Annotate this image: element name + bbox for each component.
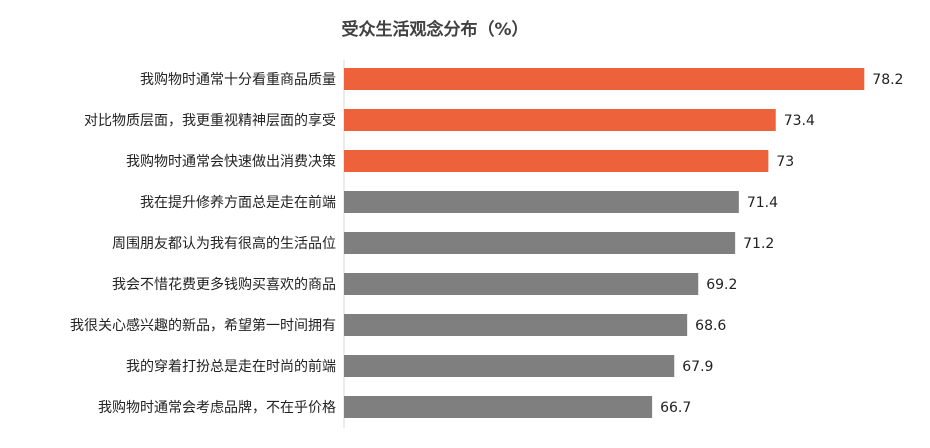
value-label: 66.7	[660, 400, 691, 416]
bar-5	[344, 232, 736, 254]
category-label: 我购物时通常会快速做出消费决策	[126, 153, 336, 170]
value-label: 68.6	[695, 318, 726, 334]
value-label: 78.2	[872, 72, 903, 88]
bar-7	[344, 314, 688, 336]
value-label: 73	[776, 154, 794, 170]
category-label: 我的穿着打扮总是走在时尚的前端	[126, 358, 336, 375]
value-label: 69.2	[706, 277, 737, 293]
value-label: 71.4	[747, 195, 778, 211]
value-label: 73.4	[784, 113, 815, 129]
category-label: 对比物质层面，我更重视精神层面的享受	[84, 112, 336, 129]
category-label: 我购物时通常十分看重商品质量	[140, 72, 336, 88]
value-label: 71.2	[743, 236, 774, 252]
category-label: 周围朋友都认为我有很高的生活品位	[112, 235, 336, 252]
category-label: 我购物时通常会考虑品牌，不在乎价格	[98, 399, 336, 416]
bar-6	[344, 273, 699, 295]
bar-1	[344, 68, 865, 90]
category-label: 我在提升修养方面总是走在前端	[140, 194, 336, 211]
bar-3	[344, 150, 769, 172]
chart-title: 受众生活观念分布（%）	[341, 19, 528, 40]
bar-9	[344, 396, 653, 418]
category-label: 我很关心感兴趣的新品，希望第一时间拥有	[70, 317, 336, 334]
bar-4	[344, 191, 739, 213]
bar-8	[344, 355, 675, 377]
bar-2	[344, 109, 776, 131]
category-label: 我会不惜花费更多钱购买喜欢的商品	[112, 276, 336, 293]
value-label: 67.9	[682, 359, 713, 375]
